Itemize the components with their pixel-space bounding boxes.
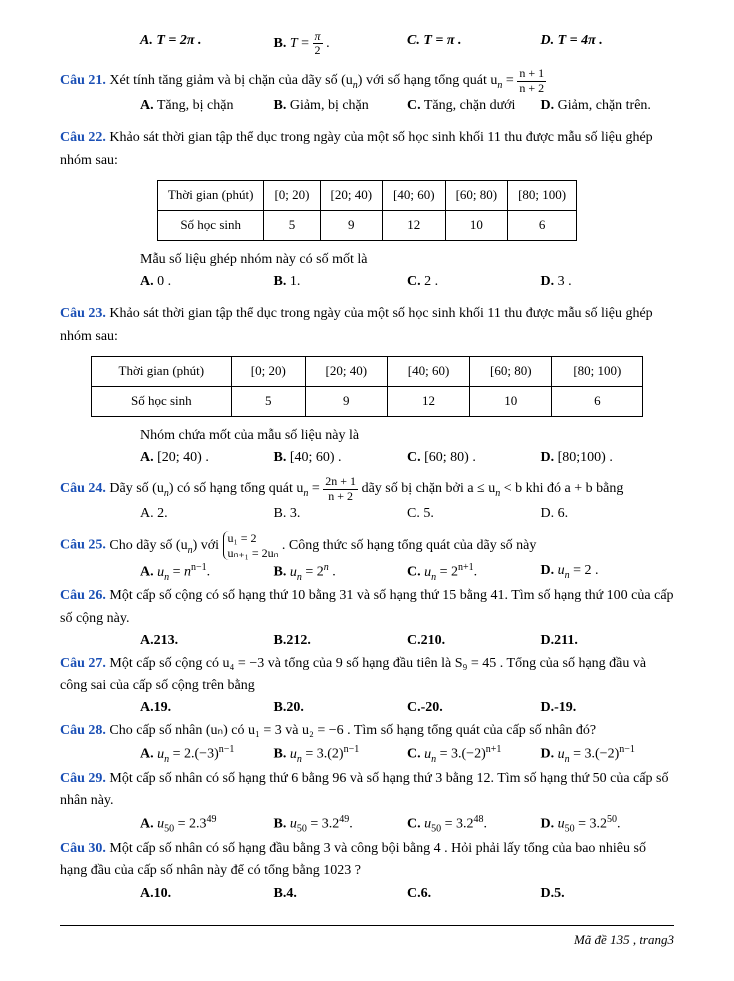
q25-body: Cho dãy số (un) với u₁ = 2uₙ₊₁ = 2uₙ . C… — [109, 538, 536, 553]
q22-d: D. 3 . — [541, 271, 675, 293]
opt-b: B. T = π2 . — [274, 30, 408, 57]
q26-text: Một cấp số cộng có số hạng thứ 10 bằng 3… — [60, 588, 674, 625]
q27-label: Câu 27. — [60, 656, 106, 671]
q26-opts: A.213. B.212. C.210. D.211. — [140, 630, 674, 652]
q23-label: Câu 23. — [60, 306, 106, 321]
q21: Câu 21. Xét tính tăng giảm và bị chặn củ… — [60, 67, 674, 94]
q24-label: Câu 24. — [60, 481, 106, 496]
q26-c: C.210. — [407, 630, 541, 652]
q24-body: Dãy số (un) có số hạng tổng quát un = 2n… — [109, 481, 623, 496]
q22-b: B. 1. — [274, 271, 408, 293]
q25: Câu 25. Cho dãy số (un) với u₁ = 2uₙ₊₁ =… — [60, 531, 674, 560]
top-options: A. T = 2π . B. T = π2 . C. T = π . D. T … — [140, 30, 674, 57]
q21-body: Xét tính tăng giảm và bị chặn của dãy số… — [109, 73, 546, 88]
q28: Câu 28. Cho cấp số nhân (uₙ) có u₁ = 3 v… — [60, 720, 674, 742]
q26: Câu 26. Một cấp số cộng có số hạng thứ 1… — [60, 585, 674, 630]
q28-a: A. un = 2.(−3)n−1 — [140, 742, 274, 767]
q30-opts: A.10. B.4. C.6. D.5. — [140, 883, 674, 905]
q22-c: C. 2 . — [407, 271, 541, 293]
q21-label: Câu 21. — [60, 73, 106, 88]
q23: Câu 23. Khảo sát thời gian tập thể dục t… — [60, 303, 674, 348]
q29-d: D. u50 = 3.250. — [541, 812, 675, 837]
q28-text: Cho cấp số nhân (uₙ) có u₁ = 3 và u₂ = −… — [109, 723, 596, 738]
q27-c: C.-20. — [407, 697, 541, 719]
q25-b: B. un = 2n . — [274, 560, 408, 585]
q27-a: A.19. — [140, 697, 274, 719]
q22-mid: Mẫu số liệu ghép nhóm này có số mốt là — [140, 249, 674, 271]
q29-c: C. u50 = 3.248. — [407, 812, 541, 837]
q25-a: A. un = nn−1. — [140, 560, 274, 585]
q26-d: D.211. — [541, 630, 675, 652]
q22-text: Khảo sát thời gian tập thể dục trong ngà… — [60, 130, 653, 167]
q25-d: D. un = 2 . — [541, 560, 675, 585]
q27: Câu 27. Một cấp số cộng có u₄ = −3 và tổ… — [60, 653, 674, 698]
q23-c: C. [60; 80) . — [407, 447, 541, 469]
q30-b: B.4. — [274, 883, 408, 905]
q23-table: Thời gian (phút) [0; 20) [20; 40) [40; 6… — [91, 356, 644, 417]
q30-c: C.6. — [407, 883, 541, 905]
q29-text: Một cấp số nhân có số hạng thứ 6 bằng 96… — [60, 771, 669, 808]
q25-opts: A. un = nn−1. B. un = 2n . C. un = 2n+1.… — [140, 560, 674, 585]
page-footer: Mã đề 135 , trang3 — [60, 925, 674, 951]
q26-label: Câu 26. — [60, 588, 106, 603]
q22-opts: A. 0 . B. 1. C. 2 . D. 3 . — [140, 271, 674, 293]
q30-a: A.10. — [140, 883, 274, 905]
q23-d: D. [80;100) . — [541, 447, 675, 469]
q24-opts: A. 2. B. 3. C. 5. D. 6. — [140, 503, 674, 525]
q21-b: B. Giảm, bị chặn — [274, 95, 408, 117]
q21-c: C. Tăng, chặn dưới — [407, 95, 541, 117]
q28-d: D. un = 3.(−2)n−1 — [541, 742, 675, 767]
q29-a: A. u50 = 2.349 — [140, 812, 274, 837]
q29: Câu 29. Một cấp số nhân có số hạng thứ 6… — [60, 768, 674, 813]
q23-mid: Nhóm chứa mốt của mẫu số liệu này là — [140, 425, 674, 447]
q24-b: B. 3. — [274, 503, 408, 525]
q28-label: Câu 28. — [60, 723, 106, 738]
q30-d: D.5. — [541, 883, 675, 905]
q23-opts: A. [20; 40) . B. [40; 60) . C. [60; 80) … — [140, 447, 674, 469]
q29-opts: A. u50 = 2.349 B. u50 = 3.249. C. u50 = … — [140, 812, 674, 837]
q27-d: D.-19. — [541, 697, 675, 719]
q28-c: C. un = 3.(−2)n+1 — [407, 742, 541, 767]
q24-a: A. 2. — [140, 503, 274, 525]
q23-b: B. [40; 60) . — [274, 447, 408, 469]
th-time: Thời gian (phút) — [157, 180, 264, 210]
q21-opts: A. Tăng, bị chặn B. Giảm, bị chặn C. Tăn… — [140, 95, 674, 117]
opt-c: C. T = π . — [407, 30, 541, 57]
q22-label: Câu 22. — [60, 130, 106, 145]
q24: Câu 24. Dãy số (un) có số hạng tổng quát… — [60, 475, 674, 502]
q22: Câu 22. Khảo sát thời gian tập thể dục t… — [60, 127, 674, 172]
q29-label: Câu 29. — [60, 771, 106, 786]
q27-b: B.20. — [274, 697, 408, 719]
q27-opts: A.19. B.20. C.-20. D.-19. — [140, 697, 674, 719]
q26-b: B.212. — [274, 630, 408, 652]
q22-table: Thời gian (phút) [0; 20) [20; 40) [40; 6… — [157, 180, 577, 241]
q26-a: A.213. — [140, 630, 274, 652]
opt-d: D. T = 4π . — [541, 30, 675, 57]
q28-opts: A. un = 2.(−3)n−1 B. un = 3.(2)n−1 C. un… — [140, 742, 674, 767]
q27-text: Một cấp số cộng có u₄ = −3 và tổng của 9… — [60, 656, 646, 693]
q25-label: Câu 25. — [60, 538, 106, 553]
q30-label: Câu 30. — [60, 841, 106, 856]
q28-b: B. un = 3.(2)n−1 — [274, 742, 408, 767]
q29-b: B. u50 = 3.249. — [274, 812, 408, 837]
q22-a: A. 0 . — [140, 271, 274, 293]
opt-a: A. T = 2π . — [140, 30, 274, 57]
q24-d: D. 6. — [541, 503, 675, 525]
q30: Câu 30. Một cấp số nhân có số hạng đầu b… — [60, 838, 674, 883]
q21-a: A. Tăng, bị chặn — [140, 95, 274, 117]
q30-text: Một cấp số nhân có số hạng đầu bằng 3 và… — [60, 841, 646, 878]
q23-a: A. [20; 40) . — [140, 447, 274, 469]
q25-c: C. un = 2n+1. — [407, 560, 541, 585]
q21-d: D. Giảm, chặn trên. — [541, 95, 675, 117]
q24-c: C. 5. — [407, 503, 541, 525]
q23-text: Khảo sát thời gian tập thể dục trong ngà… — [60, 306, 653, 343]
